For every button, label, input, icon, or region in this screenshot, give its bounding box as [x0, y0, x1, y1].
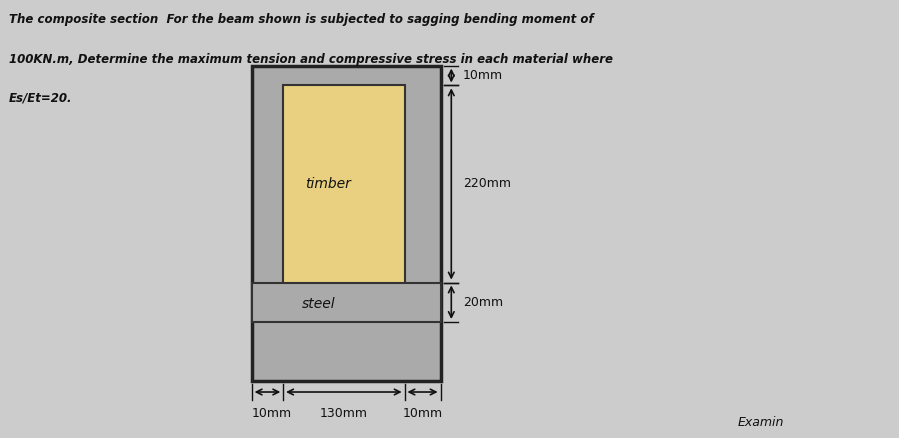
Text: The composite section  For the beam shown is subjected to sagging bending moment: The composite section For the beam shown…: [9, 13, 593, 26]
Text: 20mm: 20mm: [463, 296, 503, 309]
Bar: [283, 85, 405, 302]
Bar: [252, 66, 441, 381]
Text: 10mm: 10mm: [463, 69, 503, 82]
Text: Examin: Examin: [737, 416, 784, 429]
Bar: [252, 283, 441, 322]
Text: steel: steel: [302, 297, 336, 311]
Text: 220mm: 220mm: [463, 177, 511, 191]
Text: 130mm: 130mm: [320, 407, 368, 420]
Text: 10mm: 10mm: [252, 407, 292, 420]
Text: Es/Et=20.: Es/Et=20.: [9, 92, 73, 105]
Text: timber: timber: [305, 177, 352, 191]
Text: 10mm: 10mm: [403, 407, 442, 420]
Text: 100KN.m, Determine the maximum tension and compressive stress in each material w: 100KN.m, Determine the maximum tension a…: [9, 53, 613, 66]
